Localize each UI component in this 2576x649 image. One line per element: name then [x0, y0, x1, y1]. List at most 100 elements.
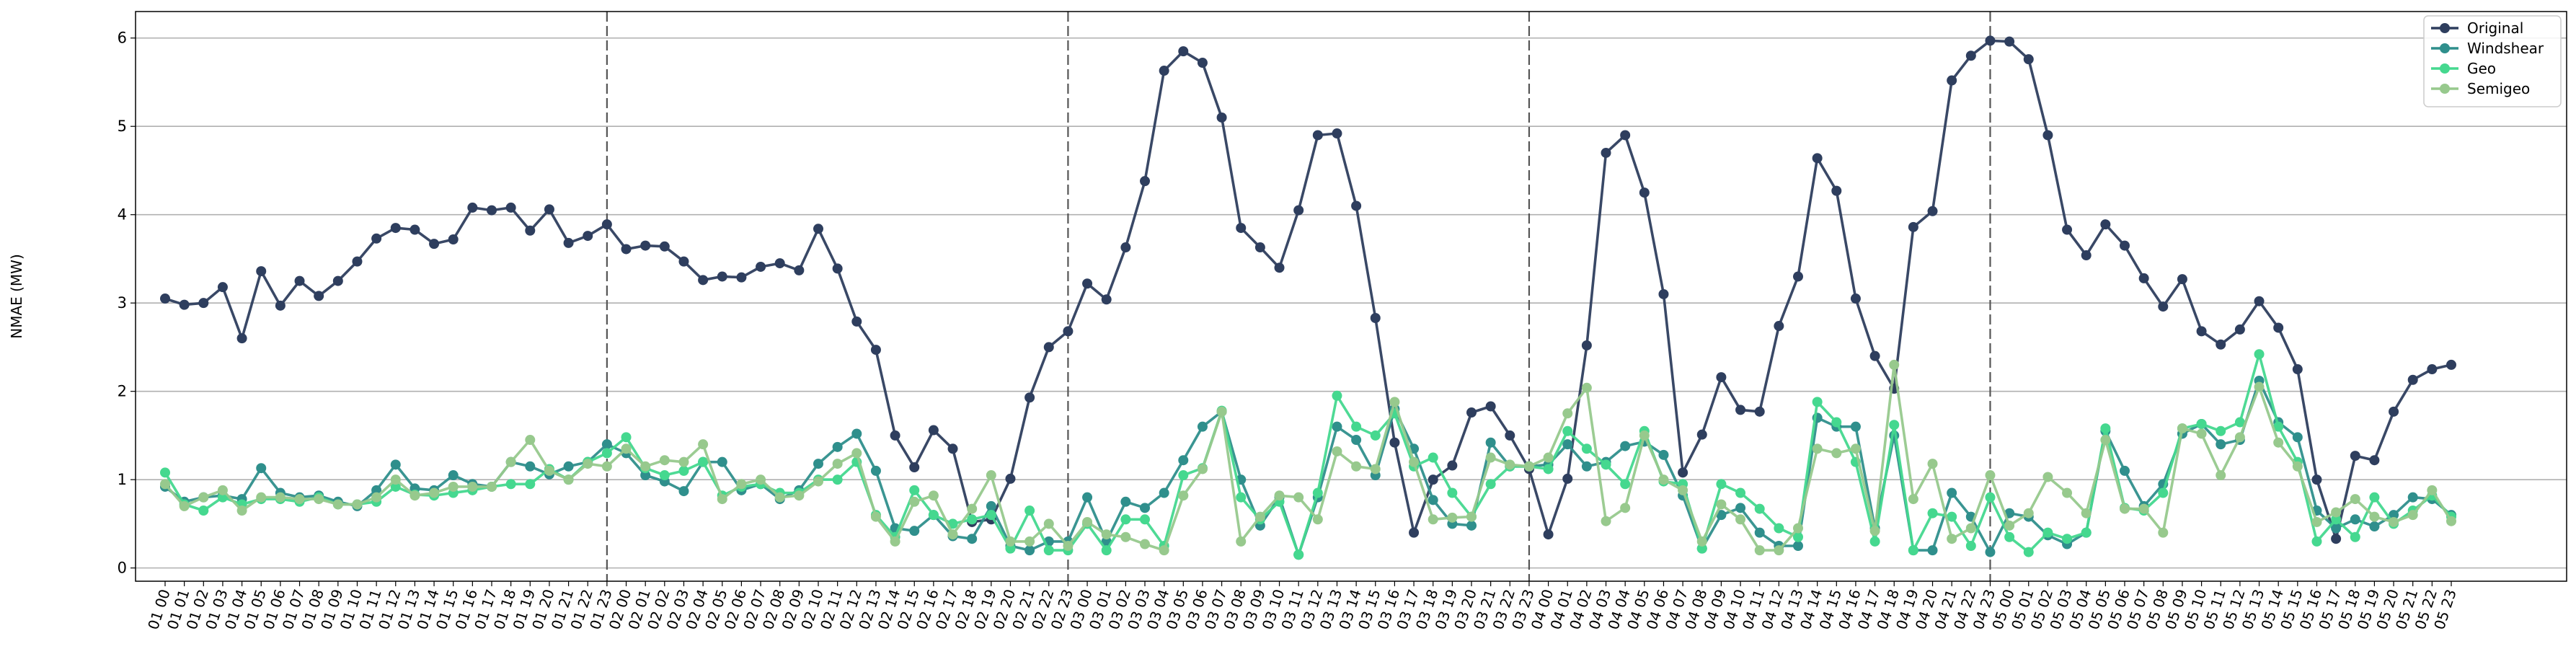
- data-point: [1409, 456, 1420, 467]
- data-point: [601, 461, 612, 472]
- data-point: [1428, 495, 1438, 505]
- data-point: [717, 456, 727, 467]
- data-point: [756, 474, 766, 485]
- data-point: [1581, 461, 1592, 472]
- data-point: [1485, 401, 1496, 412]
- data-point: [2311, 474, 2322, 485]
- data-point: [678, 456, 689, 467]
- data-point: [1543, 452, 1554, 463]
- data-point: [1678, 485, 1688, 495]
- data-point: [1965, 523, 1976, 534]
- data-point: [2350, 531, 2360, 542]
- data-point: [1735, 503, 1746, 513]
- data-point: [1043, 342, 1054, 353]
- data-point: [2369, 492, 2380, 503]
- data-point: [1274, 490, 1285, 501]
- data-point: [467, 202, 478, 213]
- data-point: [1927, 206, 1938, 216]
- data-point: [352, 256, 363, 267]
- data-point: [2369, 455, 2380, 466]
- data-point: [2158, 301, 2169, 312]
- data-point: [1716, 510, 1727, 521]
- data-point: [2311, 516, 2322, 527]
- data-point: [621, 443, 632, 454]
- y-tick-label: 6: [118, 30, 127, 47]
- data-point: [601, 448, 612, 459]
- data-point: [1985, 35, 1996, 46]
- data-point: [890, 536, 900, 547]
- data-point: [1332, 421, 1342, 432]
- data-point: [2331, 507, 2342, 518]
- data-point: [1120, 514, 1131, 525]
- data-point: [1869, 526, 1880, 537]
- data-point: [2004, 36, 2015, 47]
- data-point: [160, 293, 170, 304]
- data-point: [448, 470, 459, 481]
- data-point: [1043, 545, 1054, 556]
- data-point: [1466, 407, 1477, 418]
- data-point: [2196, 418, 2207, 429]
- data-point: [1735, 514, 1746, 525]
- y-tick-label: 2: [118, 383, 127, 400]
- data-point: [640, 461, 651, 472]
- data-point: [390, 481, 401, 492]
- legend-swatch-marker: [2440, 63, 2450, 74]
- y-tick-label: 0: [118, 560, 127, 577]
- data-point: [1389, 437, 1400, 448]
- data-point: [1889, 359, 1900, 370]
- data-point: [1831, 417, 1842, 428]
- data-point: [601, 219, 612, 230]
- data-point: [2138, 273, 2149, 283]
- data-point: [467, 481, 478, 492]
- data-point: [1332, 390, 1342, 401]
- data-point: [2042, 527, 2053, 538]
- data-point: [2234, 417, 2245, 428]
- data-point: [198, 505, 209, 516]
- data-point: [563, 474, 574, 485]
- data-point: [640, 240, 651, 251]
- data-point: [2234, 432, 2245, 443]
- data-point: [1716, 479, 1727, 490]
- data-point: [1101, 545, 1112, 556]
- data-point: [1447, 487, 1458, 498]
- legend-label: Geo: [2467, 60, 2496, 77]
- data-point: [1293, 549, 1304, 560]
- data-point: [851, 316, 862, 327]
- data-point: [1389, 397, 1400, 407]
- data-point: [2042, 130, 2053, 141]
- legend-box: [2423, 15, 2562, 107]
- data-point: [1562, 408, 1573, 419]
- data-point: [928, 490, 939, 501]
- data-point: [1332, 128, 1342, 139]
- data-point: [947, 518, 958, 529]
- data-point: [698, 439, 709, 450]
- y-axis-label: NMAE (MW): [8, 254, 25, 339]
- data-point: [563, 237, 574, 248]
- data-point: [890, 430, 900, 441]
- data-point: [410, 224, 420, 235]
- data-point: [967, 534, 978, 544]
- data-point: [505, 202, 516, 213]
- data-point: [947, 529, 958, 540]
- series-windshear: [160, 375, 2456, 560]
- data-point: [1197, 464, 1208, 474]
- data-point: [410, 490, 420, 501]
- data-point: [756, 261, 766, 272]
- data-point: [1620, 441, 1631, 451]
- data-point: [256, 266, 267, 277]
- data-point: [1793, 271, 1803, 282]
- data-point: [429, 239, 440, 250]
- data-point: [986, 470, 996, 481]
- data-point: [2196, 428, 2207, 439]
- y-tick-label: 4: [118, 206, 127, 224]
- data-point: [256, 463, 267, 474]
- data-point: [1505, 430, 1515, 441]
- data-point: [1543, 464, 1554, 474]
- data-point: [2158, 487, 2169, 498]
- data-point: [2196, 326, 2207, 337]
- data-point: [2081, 527, 2092, 538]
- plot-frame: [135, 11, 2567, 582]
- data-point: [813, 224, 823, 234]
- data-point: [1985, 547, 1996, 557]
- data-point: [909, 485, 920, 495]
